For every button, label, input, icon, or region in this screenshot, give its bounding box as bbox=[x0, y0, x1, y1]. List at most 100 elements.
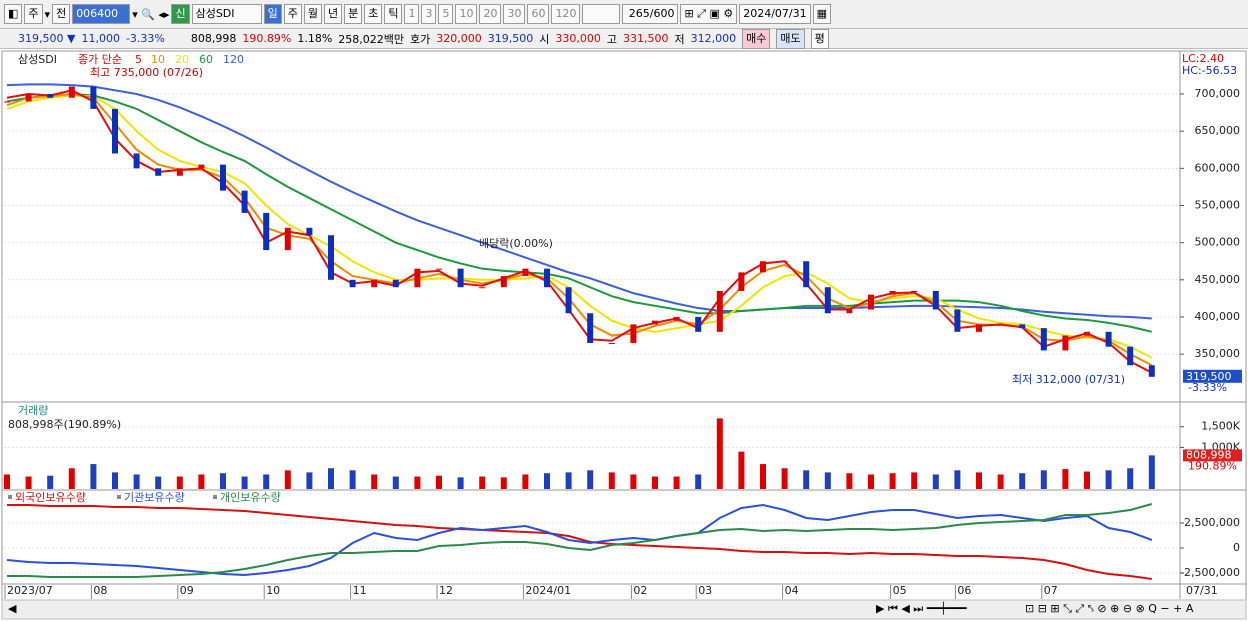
avg-button[interactable]: 평 bbox=[810, 28, 829, 49]
volume-bar bbox=[500, 477, 507, 489]
x-tick-label: 04 bbox=[785, 584, 799, 597]
interval[interactable]: 30 bbox=[503, 4, 526, 24]
y-tick-label: 650,000 bbox=[1195, 124, 1241, 137]
candle bbox=[954, 309, 961, 332]
blank-box[interactable] bbox=[582, 4, 621, 24]
candle bbox=[392, 279, 399, 288]
tab[interactable]: 분 bbox=[344, 4, 363, 24]
volume-bar bbox=[1127, 468, 1134, 489]
legend-label: 종가 단순 bbox=[78, 53, 122, 66]
volume-bar bbox=[306, 472, 313, 489]
x-tick-label: 05 bbox=[893, 584, 907, 597]
tab[interactable]: 초 bbox=[364, 4, 383, 24]
candle bbox=[889, 290, 896, 295]
volume-bar bbox=[392, 476, 399, 489]
volume-bar bbox=[414, 476, 421, 489]
volume-bar bbox=[1148, 455, 1155, 489]
stock-name: 삼성SDI bbox=[191, 4, 262, 24]
tab[interactable]: 일 bbox=[263, 4, 282, 24]
candle bbox=[1105, 331, 1112, 347]
volume-bar bbox=[479, 476, 486, 489]
tab[interactable]: 틱 bbox=[384, 4, 403, 24]
volume-bar bbox=[997, 474, 1004, 489]
buy-button[interactable]: 매수 bbox=[742, 28, 771, 49]
candle bbox=[155, 168, 162, 176]
candle bbox=[414, 268, 421, 288]
label: 호가 bbox=[410, 32, 431, 46]
volume-bar bbox=[695, 474, 702, 489]
volume-bar bbox=[954, 470, 961, 489]
tool-icons[interactable]: ⊡ ⊟ ⊞ ⤡ ⤢ ⤣ ⊘ ⊕ ⊖ ⊗ Q − + A bbox=[1025, 602, 1194, 615]
menu-icon[interactable]: ◧ bbox=[4, 4, 23, 24]
ask: 320,000 bbox=[436, 32, 482, 45]
change-label: -3.33% bbox=[1188, 381, 1227, 394]
tab[interactable]: 월 bbox=[303, 4, 322, 24]
candle bbox=[133, 153, 140, 169]
sell-button[interactable]: 매도 bbox=[776, 28, 805, 49]
interval[interactable]: 10 bbox=[455, 4, 478, 24]
scroll-left[interactable]: ◀ bbox=[8, 602, 17, 615]
legend-entry: 120 bbox=[223, 53, 244, 66]
candle bbox=[176, 168, 183, 176]
candle bbox=[220, 164, 226, 191]
x-tick-label: 2023/07 bbox=[7, 584, 53, 597]
x-tick-label: 10 bbox=[266, 584, 280, 597]
y-tick-label: 2,500,000 bbox=[1184, 516, 1240, 529]
candle bbox=[371, 279, 378, 288]
calendar-icon[interactable]: ▦ bbox=[812, 4, 832, 24]
price-tag-label: 319,500 bbox=[1186, 370, 1232, 383]
date-input[interactable]: 2024/07/31 bbox=[739, 4, 811, 24]
amount: 258,022백만 bbox=[338, 32, 405, 46]
interval[interactable]: 60 bbox=[527, 4, 550, 24]
tab[interactable]: 년 bbox=[323, 4, 343, 24]
annotation: 배당락(0.00%) bbox=[479, 237, 553, 250]
chart-area: ▶ ⏮ ◀ ⏭ ━━┿━━━ ⊡ ⊟ ⊞ ⤡ ⤢ ⤣ ⊘ ⊕ ⊖ ⊗ Q − +… bbox=[1, 50, 1247, 620]
ma-line bbox=[6, 93, 1153, 367]
volume-bar bbox=[4, 474, 10, 489]
bar-count[interactable]: 265/600 bbox=[622, 4, 679, 24]
interval[interactable]: 20 bbox=[479, 4, 502, 24]
candle bbox=[1062, 335, 1069, 351]
candle bbox=[479, 287, 486, 289]
interval[interactable]: 3 bbox=[421, 4, 437, 24]
candle bbox=[436, 268, 442, 270]
candle bbox=[652, 320, 658, 325]
volume-bar bbox=[716, 418, 723, 489]
annotation: 최저 312,000 (07/31) bbox=[1012, 373, 1125, 386]
volume-bar bbox=[349, 470, 356, 489]
candle bbox=[544, 268, 550, 288]
scrollbar[interactable] bbox=[1, 599, 1247, 620]
period-select[interactable]: 주 bbox=[24, 4, 43, 24]
volume-bar bbox=[155, 476, 162, 489]
interval[interactable]: 1 bbox=[404, 4, 420, 24]
bid: 319,500 bbox=[487, 32, 534, 45]
x-tick-label: 2024/01 bbox=[525, 584, 571, 597]
candle bbox=[608, 342, 615, 344]
volume-bar bbox=[371, 474, 378, 489]
volume-tag bbox=[1183, 449, 1242, 462]
rate: -3.33% bbox=[125, 32, 165, 45]
y-tick-label: 600,000 bbox=[1195, 161, 1241, 174]
candle bbox=[1084, 331, 1090, 336]
interval[interactable]: 5 bbox=[438, 4, 454, 24]
volume-bar bbox=[608, 472, 615, 489]
volume-tag-label: 808,998 bbox=[1186, 448, 1232, 461]
scroll-controls[interactable]: ▶ ⏮ ◀ ⏭ ━━┿━━━ bbox=[876, 601, 967, 615]
label: 저 bbox=[674, 32, 685, 46]
candle bbox=[1040, 328, 1047, 351]
volume-bar bbox=[781, 468, 788, 489]
volume-bar bbox=[673, 476, 680, 489]
y-tick-label: 400,000 bbox=[1195, 310, 1241, 323]
code-input[interactable]: 006400 bbox=[72, 4, 131, 24]
candle bbox=[284, 227, 291, 251]
candle bbox=[68, 86, 75, 98]
interval[interactable]: 120 bbox=[551, 4, 581, 24]
ma-line bbox=[6, 93, 1153, 333]
candle bbox=[565, 287, 572, 314]
legend-swatch bbox=[117, 495, 121, 499]
mode-select[interactable]: 전 bbox=[52, 4, 71, 24]
tool-icons[interactable]: ⊞ ⤢ ▣ ⚙ bbox=[680, 4, 738, 24]
tab[interactable]: 주 bbox=[283, 4, 302, 24]
change: 11,000 bbox=[81, 32, 120, 45]
